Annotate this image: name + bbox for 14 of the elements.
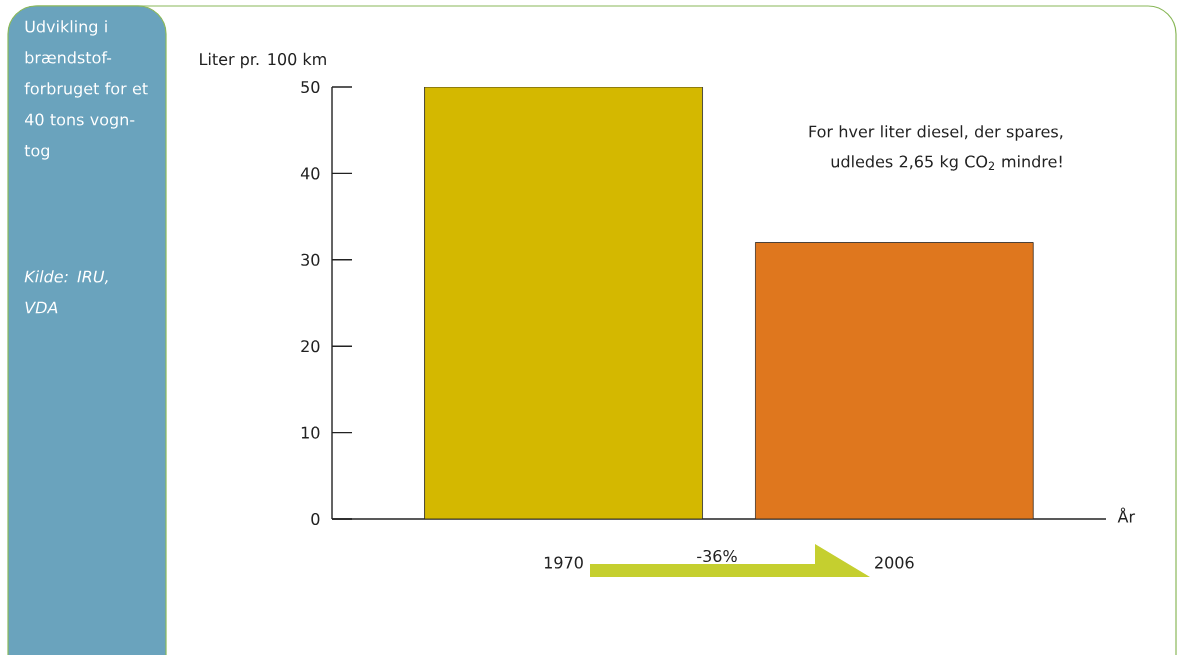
- y-tick-label: 0: [311, 512, 320, 526]
- x-tick-label: 2006: [875, 556, 914, 569]
- y-tick-label: 10: [301, 426, 320, 439]
- text: Udvikling i brændstof-forbruget for et 40 tons vogn-tog: [24, 20, 148, 160]
- x-tick-label: 1970: [544, 556, 583, 569]
- y-tick-label: 30: [301, 253, 320, 266]
- x-axis-title: År: [1117, 507, 1136, 523]
- text: Kilde: IRU, VDA: [24, 270, 108, 314]
- text: -36%: [697, 549, 737, 563]
- y-tick-label: 50: [301, 80, 320, 94]
- annotation: For hver liter diesel, der spares, udledes 2,65 kg CO$_{2}$ mindre!: [809, 125, 1063, 171]
- y-tick-label: 40: [300, 167, 320, 180]
- y-tick-label: 20: [301, 340, 320, 353]
- y-axis-title: Liter pr. 100 km: [200, 52, 326, 69]
